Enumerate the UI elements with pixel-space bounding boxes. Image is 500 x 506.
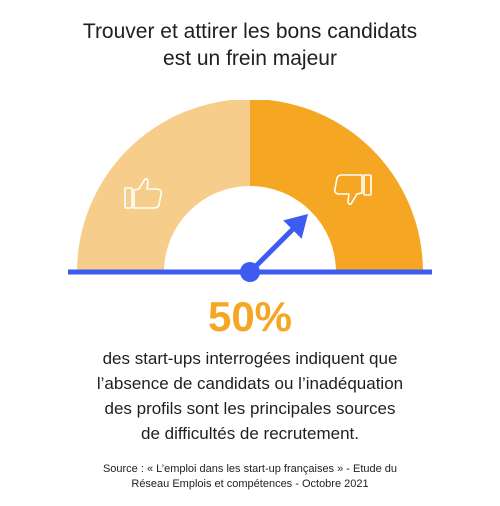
source-line-1: Source : « L’emploi dans les start-up fr… bbox=[102, 463, 398, 475]
source-line-2: Réseau Emplois et compétences - Octobre … bbox=[131, 478, 369, 490]
description-line-1: des start-ups interrogées indiquent que bbox=[102, 349, 398, 368]
gauge-segment-positive bbox=[77, 100, 250, 272]
needle-arrowhead bbox=[283, 214, 308, 239]
gauge-segment-negative bbox=[250, 100, 423, 272]
thumbs-up-icon bbox=[124, 178, 162, 209]
percentage-value: 50% bbox=[207, 293, 293, 340]
page-title: Trouver et attirer les bons candidats es… bbox=[0, 18, 500, 72]
needle-pivot bbox=[240, 262, 260, 282]
title-line-1: Trouver et attirer les bons candidats bbox=[82, 20, 418, 43]
title-line-2: est un frein majeur bbox=[163, 47, 337, 70]
source-note: Source : « L’emploi dans les start-up fr… bbox=[0, 462, 500, 492]
gauge-chart bbox=[68, 100, 432, 282]
thumbs-down-icon bbox=[334, 174, 372, 205]
gauge-needle bbox=[247, 227, 295, 275]
description-line-3: des profils sont les principales sources bbox=[104, 399, 396, 418]
description: des start-ups interrogées indiquent que … bbox=[0, 346, 500, 446]
description-line-2: l’absence de candidats ou l’inadéquation bbox=[96, 374, 404, 393]
description-line-4: de difficultés de recrutement. bbox=[141, 424, 359, 443]
